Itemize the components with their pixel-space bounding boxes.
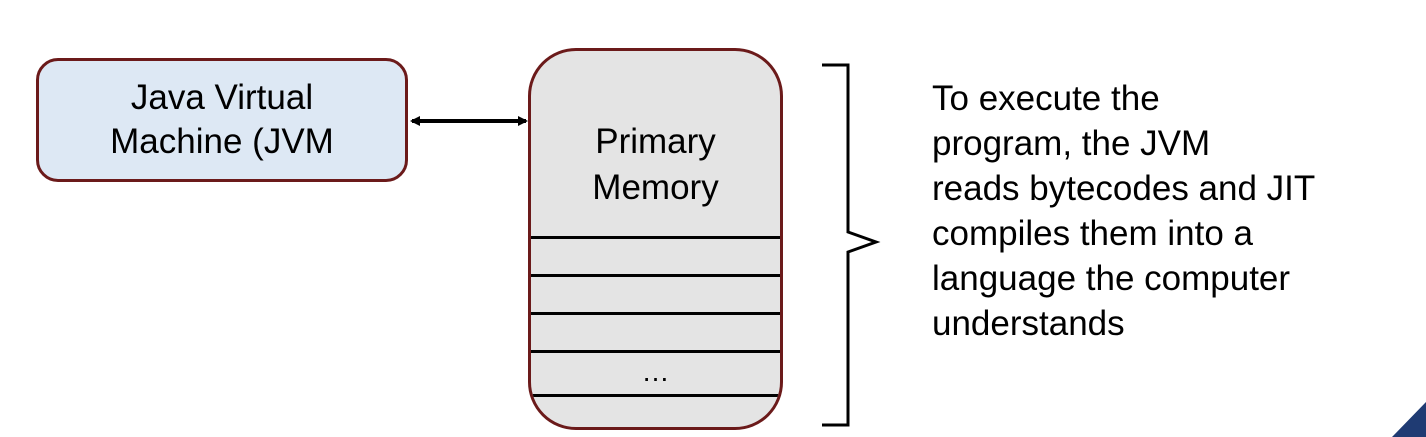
description-line: To execute the (932, 79, 1160, 118)
jvm-label-line-1: Java Virtual (130, 78, 314, 117)
memory-label-line-1: Primary (595, 122, 716, 161)
description-line: reads bytecodes and JIT (932, 169, 1316, 208)
memory-row-divider (531, 312, 780, 315)
description-line: language the computer (932, 259, 1291, 298)
jvm-box: Java Virtual Machine (JVM (36, 58, 408, 182)
jvm-label-line-2: Machine (JVM (110, 122, 334, 161)
memory-row-divider (531, 274, 780, 277)
description-line: program, the JVM (932, 124, 1211, 163)
memory-row-divider (531, 236, 780, 239)
memory-row-divider (531, 350, 780, 353)
corner-accent-shape (1392, 402, 1426, 437)
curly-brace (822, 63, 881, 427)
primary-memory-title: Primary Memory (531, 119, 780, 211)
description-line: compiles them into a (932, 214, 1253, 253)
description-line: understands (932, 304, 1125, 343)
primary-memory-box: Primary Memory … (528, 48, 783, 430)
memory-ellipsis: … (641, 356, 670, 387)
memory-row-divider (531, 394, 780, 397)
description-text: To execute the program, the JVM reads by… (932, 76, 1422, 346)
memory-label-line-2: Memory (592, 168, 719, 207)
